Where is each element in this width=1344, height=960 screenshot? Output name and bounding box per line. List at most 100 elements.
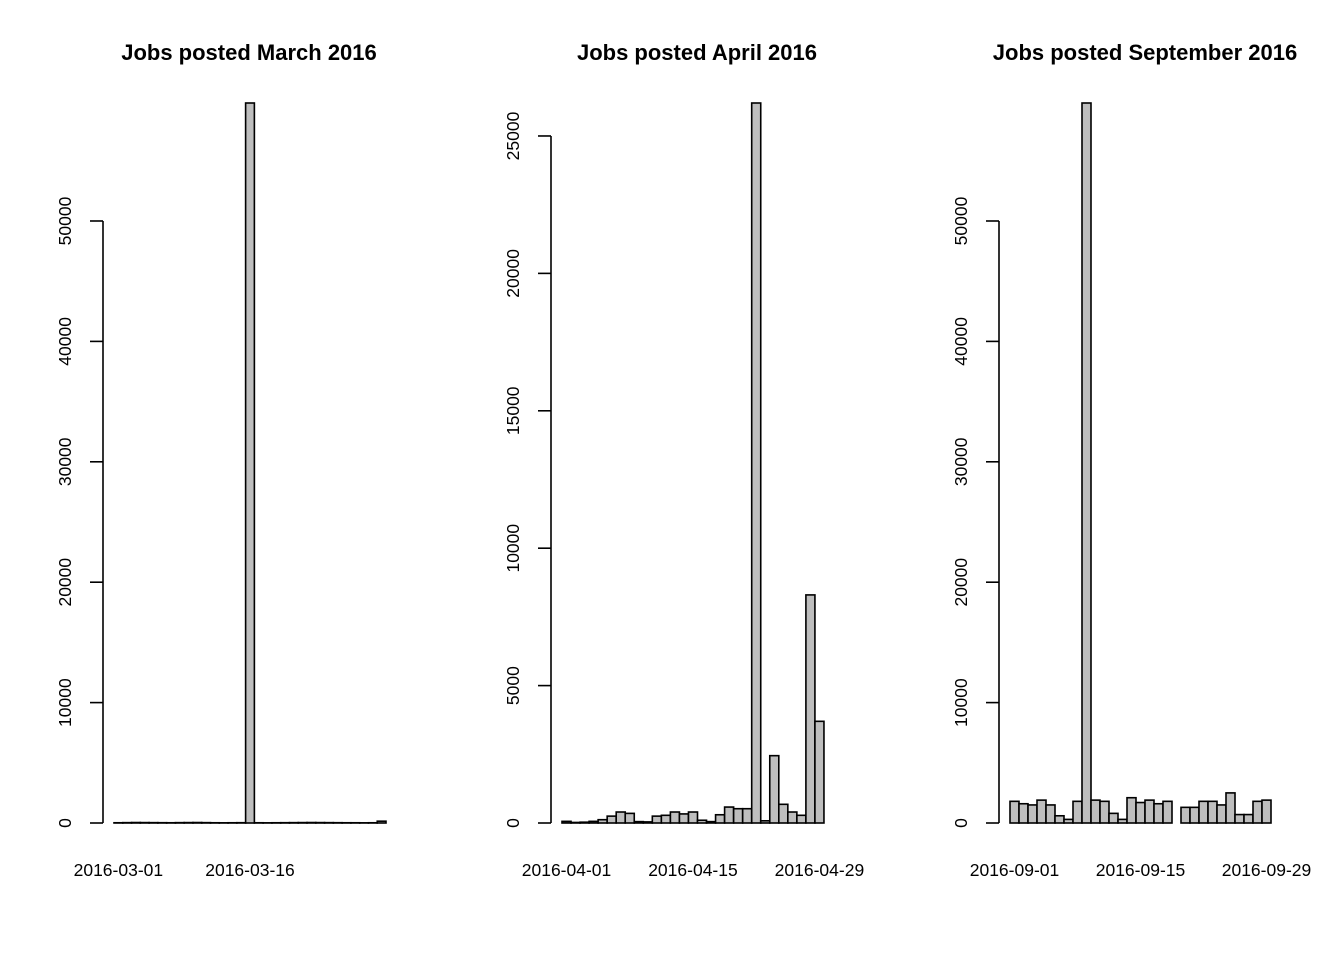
bars xyxy=(113,102,387,824)
bar-2016-04-22 xyxy=(750,102,762,824)
bar-2016-09-04 xyxy=(1036,799,1047,824)
y-tick-label: 10000 xyxy=(55,678,75,727)
bar-2016-04-25 xyxy=(777,803,789,824)
bar-2016-04-11 xyxy=(651,815,663,824)
chart-title: Jobs posted April 2016 xyxy=(577,40,817,65)
bar-2016-04-13 xyxy=(669,811,681,824)
bar-2016-03-31 xyxy=(376,820,387,824)
bar-2016-04-26 xyxy=(787,811,798,824)
bar-2016-09-18 xyxy=(1162,800,1173,824)
bar-2016-03-16 xyxy=(244,102,256,824)
y-tick-label: 0 xyxy=(55,818,75,828)
bar-2016-04-17 xyxy=(705,820,717,824)
y-tick-label: 30000 xyxy=(55,437,75,486)
bar-2016-09-28 xyxy=(1252,800,1263,824)
x-tick-label: 2016-04-15 xyxy=(648,860,738,880)
bar-2016-04-07 xyxy=(615,811,627,824)
bar-2016-09-16 xyxy=(1144,799,1155,824)
bar-2016-04-04 xyxy=(588,820,599,824)
bar-2016-04-03 xyxy=(579,821,590,824)
y-tick-label: 20000 xyxy=(55,558,75,607)
x-axis-labels: 2016-09-01 2016-09-15 2016-09-29 xyxy=(970,860,1312,880)
x-tick-label: 2016-04-01 xyxy=(522,860,612,880)
bar-2016-04-27 xyxy=(796,814,807,824)
y-tick-label: 40000 xyxy=(55,317,75,366)
bar-2016-09-20 xyxy=(1180,806,1191,824)
bar-2016-09-01 xyxy=(1009,800,1020,824)
y-tick-label: 10000 xyxy=(503,524,523,573)
bar-2016-04-16 xyxy=(696,819,708,824)
bar-2016-09-12 xyxy=(1108,812,1119,824)
bar-2016-04-14 xyxy=(678,813,690,824)
y-tick-label: 10000 xyxy=(951,678,971,727)
chart-title: Jobs posted March 2016 xyxy=(121,40,377,65)
y-tick-label: 50000 xyxy=(55,196,75,245)
bar-2016-04-29 xyxy=(814,720,825,824)
bar-2016-04-21 xyxy=(741,807,753,824)
bar-2016-09-08 xyxy=(1072,800,1083,824)
bar-2016-09-07 xyxy=(1063,818,1074,824)
x-tick-label: 2016-04-29 xyxy=(775,860,865,880)
chart-panel-september: Jobs posted September 2016 0 10000 20000 30… xyxy=(951,40,1311,880)
bar-2016-04-28 xyxy=(805,594,816,824)
bar-2016-04-19 xyxy=(723,806,735,824)
bar-2016-09-15 xyxy=(1135,801,1146,824)
y-tick-label: 30000 xyxy=(951,437,971,486)
y-tick-label: 0 xyxy=(503,818,523,828)
bar-2016-09-17 xyxy=(1153,802,1164,824)
bar-2016-09-22 xyxy=(1198,800,1209,824)
x-axis-labels: 2016-03-01 2016-03-16 xyxy=(74,860,295,880)
bar-2016-09-10 xyxy=(1090,799,1101,824)
x-axis-labels: 2016-04-01 2016-04-15 2016-04-29 xyxy=(522,860,864,880)
chart-panel-april: Jobs posted April 2016 0 5000 10000 15000 20… xyxy=(503,40,864,880)
y-tick-label: 25000 xyxy=(503,111,523,160)
x-tick-label: 2016-09-15 xyxy=(1096,860,1186,880)
bars xyxy=(561,102,825,824)
bar-2016-04-18 xyxy=(714,813,726,824)
bar-2016-04-15 xyxy=(687,811,699,824)
bar-2016-04-20 xyxy=(732,807,744,824)
bar-2016-09-03 xyxy=(1027,804,1038,824)
bar-2016-09-02 xyxy=(1018,802,1029,824)
y-tick-label: 15000 xyxy=(503,386,523,435)
y-tick-label: 20000 xyxy=(503,249,523,298)
bar-2016-09-14 xyxy=(1126,796,1137,824)
chart-title: Jobs posted September 2016 xyxy=(993,40,1297,65)
bar-2016-09-26 xyxy=(1234,813,1245,824)
x-tick-label: 2016-03-01 xyxy=(74,860,164,880)
bar-2016-04-01 xyxy=(561,820,572,824)
bar-2016-09-21 xyxy=(1189,806,1200,824)
y-axis: 0 5000 10000 15000 20000 25000 xyxy=(503,111,552,828)
bar-2016-09-06 xyxy=(1054,814,1065,824)
bar-2016-09-23 xyxy=(1207,800,1218,824)
y-tick-label: 0 xyxy=(951,818,971,828)
bar-2016-09-11 xyxy=(1099,800,1110,824)
bar-2016-09-27 xyxy=(1243,813,1254,824)
bar-2016-04-05 xyxy=(597,818,608,824)
bars xyxy=(1009,102,1272,824)
bar-2016-04-24 xyxy=(768,754,780,824)
bar-2016-09-13 xyxy=(1117,818,1128,824)
x-tick-label: 2016-09-01 xyxy=(970,860,1060,880)
bar-2016-09-29 xyxy=(1261,799,1272,824)
y-axis: 0 10000 20000 30000 40000 50000 xyxy=(951,196,1000,828)
chart-panel-march: Jobs posted March 2016 0 10000 20000 30000 4… xyxy=(55,40,387,880)
bar-2016-04-10 xyxy=(642,821,654,824)
y-axis: 0 10000 20000 30000 40000 50000 xyxy=(55,196,104,828)
bar-2016-04-23 xyxy=(759,819,771,824)
x-tick-label: 2016-09-29 xyxy=(1222,860,1312,880)
y-tick-label: 20000 xyxy=(951,558,971,607)
bar-2016-09-09 xyxy=(1081,102,1092,824)
y-tick-label: 5000 xyxy=(503,666,523,705)
y-tick-label: 50000 xyxy=(951,196,971,245)
bar-2016-09-24 xyxy=(1216,804,1227,824)
bar-2016-04-12 xyxy=(660,814,672,824)
bar-2016-04-06 xyxy=(606,815,617,824)
bar-2016-04-09 xyxy=(633,820,645,824)
bar-2016-09-25 xyxy=(1225,792,1236,824)
bar-2016-04-02 xyxy=(570,821,581,824)
y-tick-label: 40000 xyxy=(951,317,971,366)
x-tick-label: 2016-03-16 xyxy=(205,860,295,880)
bar-2016-04-08 xyxy=(624,812,636,824)
